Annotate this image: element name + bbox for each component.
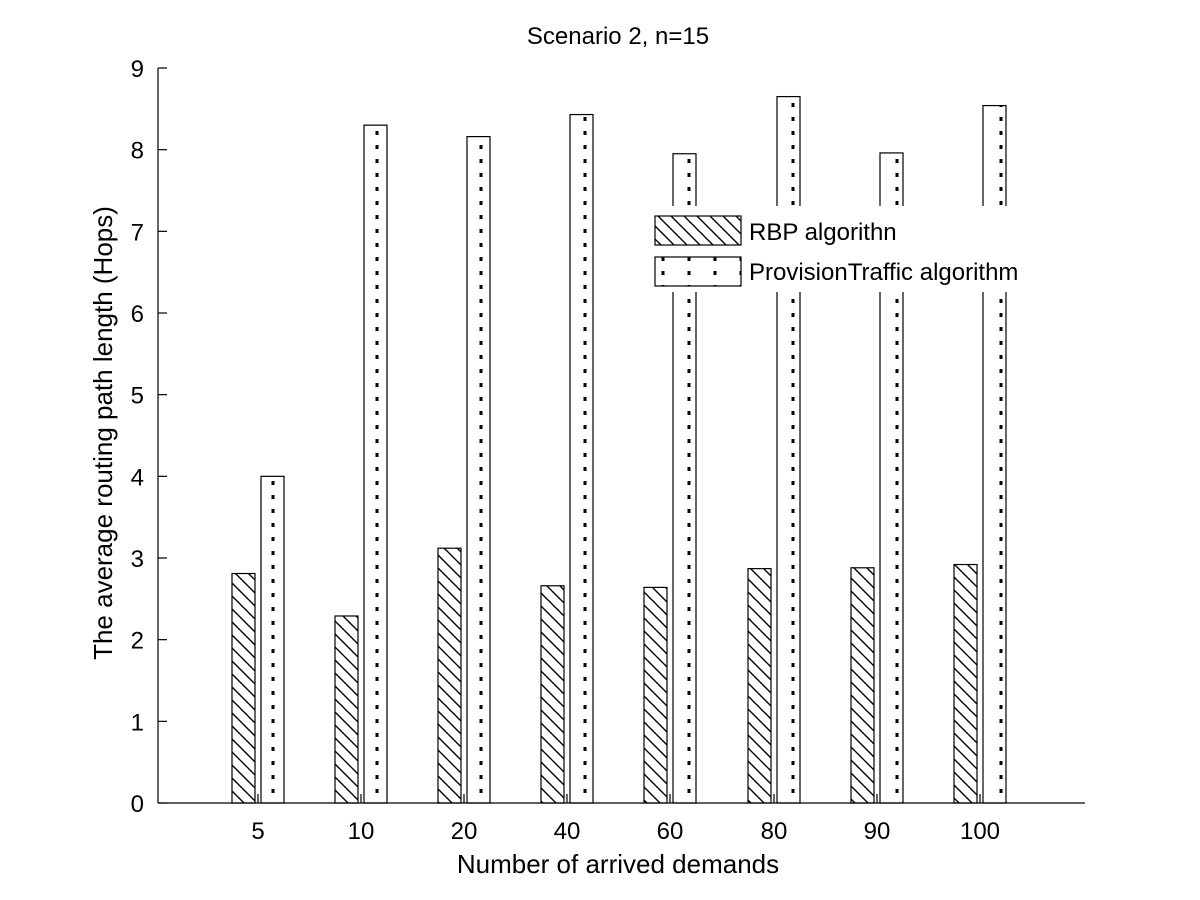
x-tick-label-40: 40: [554, 818, 581, 845]
bar-rbp-40: [540, 585, 565, 804]
bar-provisiontraffic-20: [466, 136, 491, 804]
y-tick-label-3: 3: [131, 546, 144, 573]
y-tick-label-5: 5: [131, 383, 144, 410]
x-axis-label: Number of arrived demands: [457, 849, 779, 879]
legend-swatch-rbp: [654, 215, 742, 246]
chart-title: Scenario 2, n=15: [527, 23, 709, 50]
x-tick-label-90: 90: [864, 818, 891, 845]
bar-provisiontraffic-40: [569, 113, 594, 804]
y-tick-label-0: 0: [131, 791, 144, 818]
legend-label-provisiontraffic: ProvisionTraffic algorithm: [749, 259, 1018, 286]
bar-rbp-90: [850, 567, 875, 804]
x-tick-label-80: 80: [761, 818, 788, 845]
y-tick-label-4: 4: [131, 464, 144, 491]
bar-provisiontraffic-10: [363, 124, 388, 804]
x-tick-label-20: 20: [451, 818, 478, 845]
bar-rbp-100: [953, 563, 978, 804]
y-tick-label-1: 1: [131, 709, 144, 736]
y-tick-label-8: 8: [131, 138, 144, 165]
y-tick-label-9: 9: [131, 56, 144, 83]
bar-rbp-80: [747, 568, 772, 804]
x-tick-label-10: 10: [348, 818, 375, 845]
y-tick-label-2: 2: [131, 628, 144, 655]
legend-swatch-provisiontraffic: [654, 256, 742, 287]
y-tick-label-7: 7: [131, 219, 144, 246]
bar-rbp-5: [231, 572, 256, 804]
bar-rbp-10: [334, 615, 359, 804]
bar-rbp-60: [643, 586, 668, 804]
y-axis-label: The average routing path length (Hops): [88, 206, 118, 660]
x-tick-label-60: 60: [657, 818, 684, 845]
axes-layer: 0 1 2 3 4 5 6 7 8 9 5 10 20 40 60 80 90 100: [131, 56, 1085, 845]
x-tick-label-5: 5: [251, 818, 264, 845]
legend: RBP algorithn ProvisionTraffic algorithm: [648, 206, 1088, 292]
y-tick-label-6: 6: [131, 301, 144, 328]
bar-rbp-20: [437, 547, 462, 804]
bar-provisiontraffic-5: [260, 475, 285, 804]
x-tick-label-100: 100: [960, 818, 1000, 845]
bars-layer: [231, 95, 1007, 804]
legend-label-rbp: RBP algorithn: [749, 219, 897, 246]
bar-provisiontraffic-80: [776, 95, 801, 804]
